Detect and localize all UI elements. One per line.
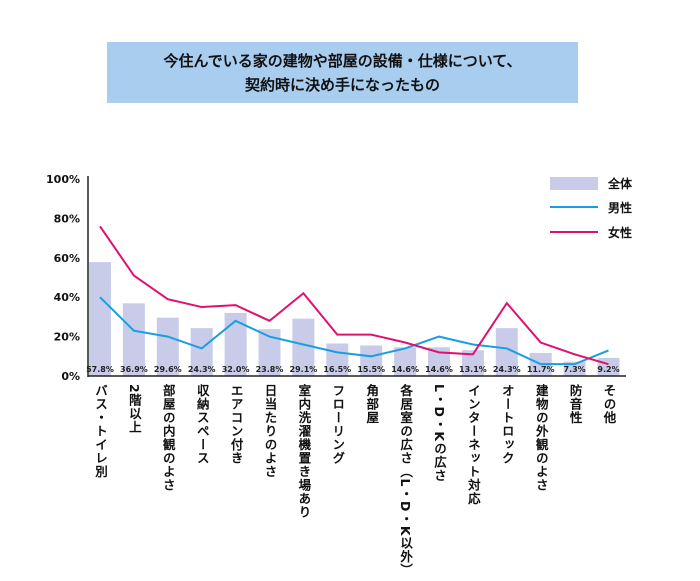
data-label: 29.6% (154, 365, 182, 374)
bar (292, 318, 315, 376)
category-label: 角部屋 (364, 384, 380, 425)
line-男性 (99, 296, 609, 366)
legend-label: 全体 (607, 176, 633, 191)
data-label: 13.1% (459, 365, 487, 374)
category-label: 室内洗濯機置き場あり (296, 384, 312, 519)
bar (156, 317, 179, 376)
y-tick-label: 20% (54, 331, 80, 344)
data-label: 15.5% (357, 365, 385, 374)
bar (224, 312, 247, 376)
bar (190, 328, 213, 376)
data-label: 11.7% (527, 365, 555, 374)
data-label: 57.8% (86, 365, 114, 374)
legend-label: 男性 (608, 200, 632, 215)
y-tick-label: 100% (46, 173, 80, 186)
bar (394, 347, 417, 376)
category-label: 部屋の内観のよさ (160, 384, 176, 492)
y-tick-label: 60% (54, 252, 80, 265)
bar (563, 361, 586, 376)
data-label: 9.2% (597, 365, 619, 374)
category-label: バス・トイレ別 (93, 384, 108, 479)
title-line-2: 契約時に決め手になったもの (244, 75, 440, 94)
bar (89, 262, 111, 376)
category-label: オートロック (499, 384, 515, 465)
data-label: 16.5% (323, 365, 351, 374)
category-label: 各居室の広さ（L・D・K以外） (398, 384, 414, 578)
legend-label: 女性 (608, 225, 632, 240)
y-tick-label: 0% (61, 370, 80, 383)
chart-title: 今住んでいる家の建物や部屋の設備・仕様について、 契約時に決め手になったもの (107, 42, 578, 103)
line-女性 (99, 225, 609, 366)
data-label: 24.3% (188, 365, 216, 374)
data-label: 23.8% (256, 365, 284, 374)
category-label: 収納スペース (194, 384, 210, 465)
title-line-1: 今住んでいる家の建物や部屋の設備・仕様について、 (163, 51, 522, 70)
y-tick-label: 40% (54, 291, 80, 304)
data-label: 32.0% (222, 365, 250, 374)
category-label: 日当たりのよさ (262, 384, 278, 479)
category-label: その他 (601, 384, 617, 425)
bar (122, 303, 145, 376)
bar (461, 350, 484, 376)
category-label: インターネット対応 (465, 384, 481, 506)
y-tick-label: 80% (54, 212, 80, 225)
data-label: 7.3% (564, 365, 586, 374)
data-label: 24.3% (493, 365, 521, 374)
bar (360, 345, 383, 376)
data-label: 14.6% (425, 365, 453, 374)
category-label: 2階以上 (126, 384, 142, 435)
data-label: 36.9% (120, 365, 148, 374)
category-label: フローリング (330, 384, 346, 465)
category-label: L・D・Kの広さ (432, 384, 447, 483)
legend-swatch-bar (550, 177, 598, 190)
bar (258, 329, 281, 376)
category-label: エアコン付き (228, 384, 244, 465)
bar (428, 347, 450, 376)
bar (495, 328, 518, 376)
category-label: 防音性 (567, 384, 583, 425)
data-label: 29.1% (290, 365, 318, 374)
category-label: 建物の外観のよさ (533, 384, 549, 492)
data-label: 14.6% (391, 365, 419, 374)
